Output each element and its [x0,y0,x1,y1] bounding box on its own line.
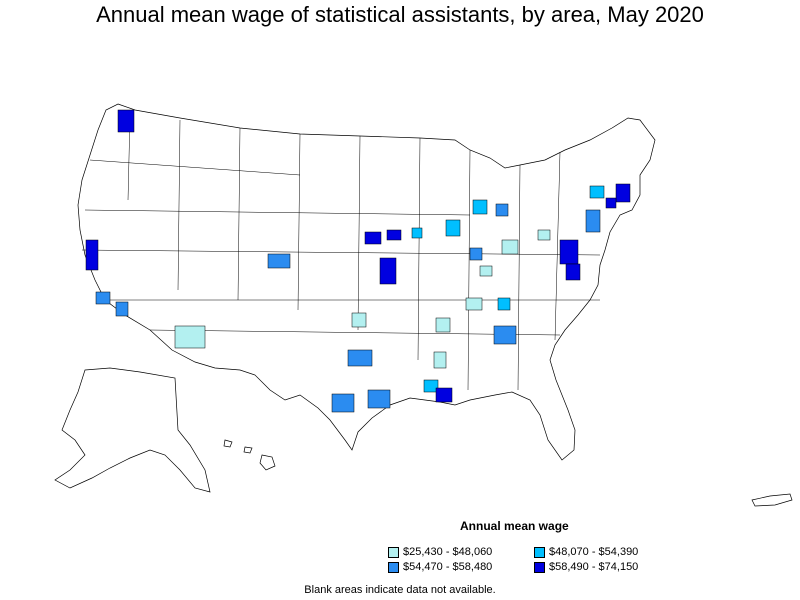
area-nj-mid [585,209,601,233]
area-texas-austin [331,393,355,413]
area-indiana-mid [469,247,483,261]
area-arkansas-light [435,317,451,333]
area-georgia-mid [493,325,517,345]
area-iowa-mid [411,227,423,239]
area-boston-dark [615,183,631,203]
area-va-dark [565,263,581,281]
legend-label-3: $54,470 - $58,480 [403,561,493,573]
legend-label-4: $58,490 - $74,150 [549,561,639,573]
contiguous-us-outline [77,103,656,461]
area-illinois-mid [445,219,461,237]
area-boundaries [81,114,601,391]
footnote: Blank areas indicate data not available. [304,584,496,596]
area-tn-mid [497,297,511,311]
area-pa-light [537,229,551,241]
area-louisiana-mid [423,379,439,393]
area-nola-dark [435,387,453,403]
area-mississippi-light [433,351,447,369]
alaska-outline [54,367,211,493]
area-colorado-mid [267,253,291,269]
hawaii-islands [223,439,276,471]
area-mi-detroit [495,203,509,217]
area-omaha-dark [386,229,402,241]
area-ohio-light [501,239,519,255]
area-seattle-dark [117,109,135,133]
area-texas-houston [367,389,391,409]
area-oklahoma-light [351,312,367,328]
legend-swatch-3 [388,561,399,573]
area-michigan-mid [472,199,488,215]
area-ky-light [479,265,493,277]
puerto-rico [751,493,793,507]
area-ny-mid [589,185,605,199]
legend-swatch-4 [534,561,545,573]
area-texas-dallas [347,349,373,367]
legend-title: Annual mean wage [460,519,569,533]
area-ca-sd [115,301,129,317]
area-tennessee-light [465,297,483,311]
area-kansas-dark [379,257,397,285]
legend-swatch-2 [534,546,545,558]
area-ca-la [95,291,111,305]
legend-item-2: $48,070 - $54,390 [534,546,638,558]
legend-swatch-1 [388,546,399,558]
map-title: Annual mean wage of statistical assistan… [96,2,704,27]
legend-item-1: $25,430 - $48,060 [388,546,492,558]
area-dc-dark [559,239,579,265]
legend-label-2: $48,070 - $54,390 [549,546,639,558]
legend-item-3: $54,470 - $58,480 [388,561,492,573]
legend-item-4: $58,490 - $74,150 [534,561,638,573]
area-ma-dark [605,197,617,209]
area-sf-dark [85,239,99,271]
area-nebraska-dark [364,231,382,245]
legend-label-1: $25,430 - $48,060 [403,546,493,558]
area-arizona-light [174,325,206,349]
